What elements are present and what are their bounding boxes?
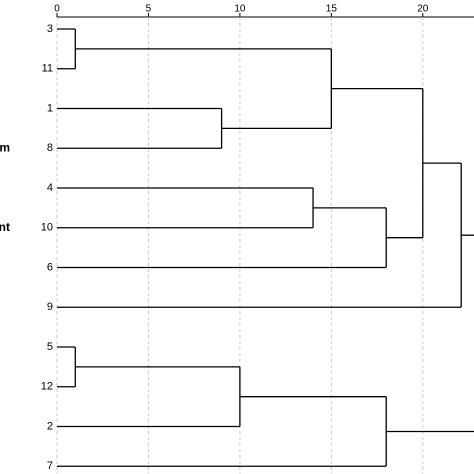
side-label: m bbox=[0, 140, 10, 154]
leaf-label: 9 bbox=[47, 301, 53, 313]
x-tick-label: 5 bbox=[146, 4, 152, 15]
leaf-label: 2 bbox=[47, 420, 53, 432]
leaf-label: 1 bbox=[47, 102, 53, 114]
side-label: ent bbox=[0, 220, 10, 234]
x-tick-label: 10 bbox=[234, 4, 246, 15]
x-tick-label: 0 bbox=[54, 4, 60, 15]
leaf-label: 10 bbox=[41, 222, 53, 234]
leaf-label: 8 bbox=[47, 142, 53, 154]
leaf-label: 12 bbox=[41, 381, 53, 393]
leaf-label: 3 bbox=[47, 23, 53, 35]
leaf-label: 4 bbox=[47, 182, 53, 194]
leaf-label: 11 bbox=[42, 63, 53, 75]
x-tick-label: 20 bbox=[417, 4, 429, 15]
leaf-label: 6 bbox=[47, 261, 53, 273]
leaf-label: 5 bbox=[47, 341, 53, 353]
x-tick-label: 15 bbox=[326, 4, 338, 15]
leaf-label: 7 bbox=[47, 460, 53, 472]
